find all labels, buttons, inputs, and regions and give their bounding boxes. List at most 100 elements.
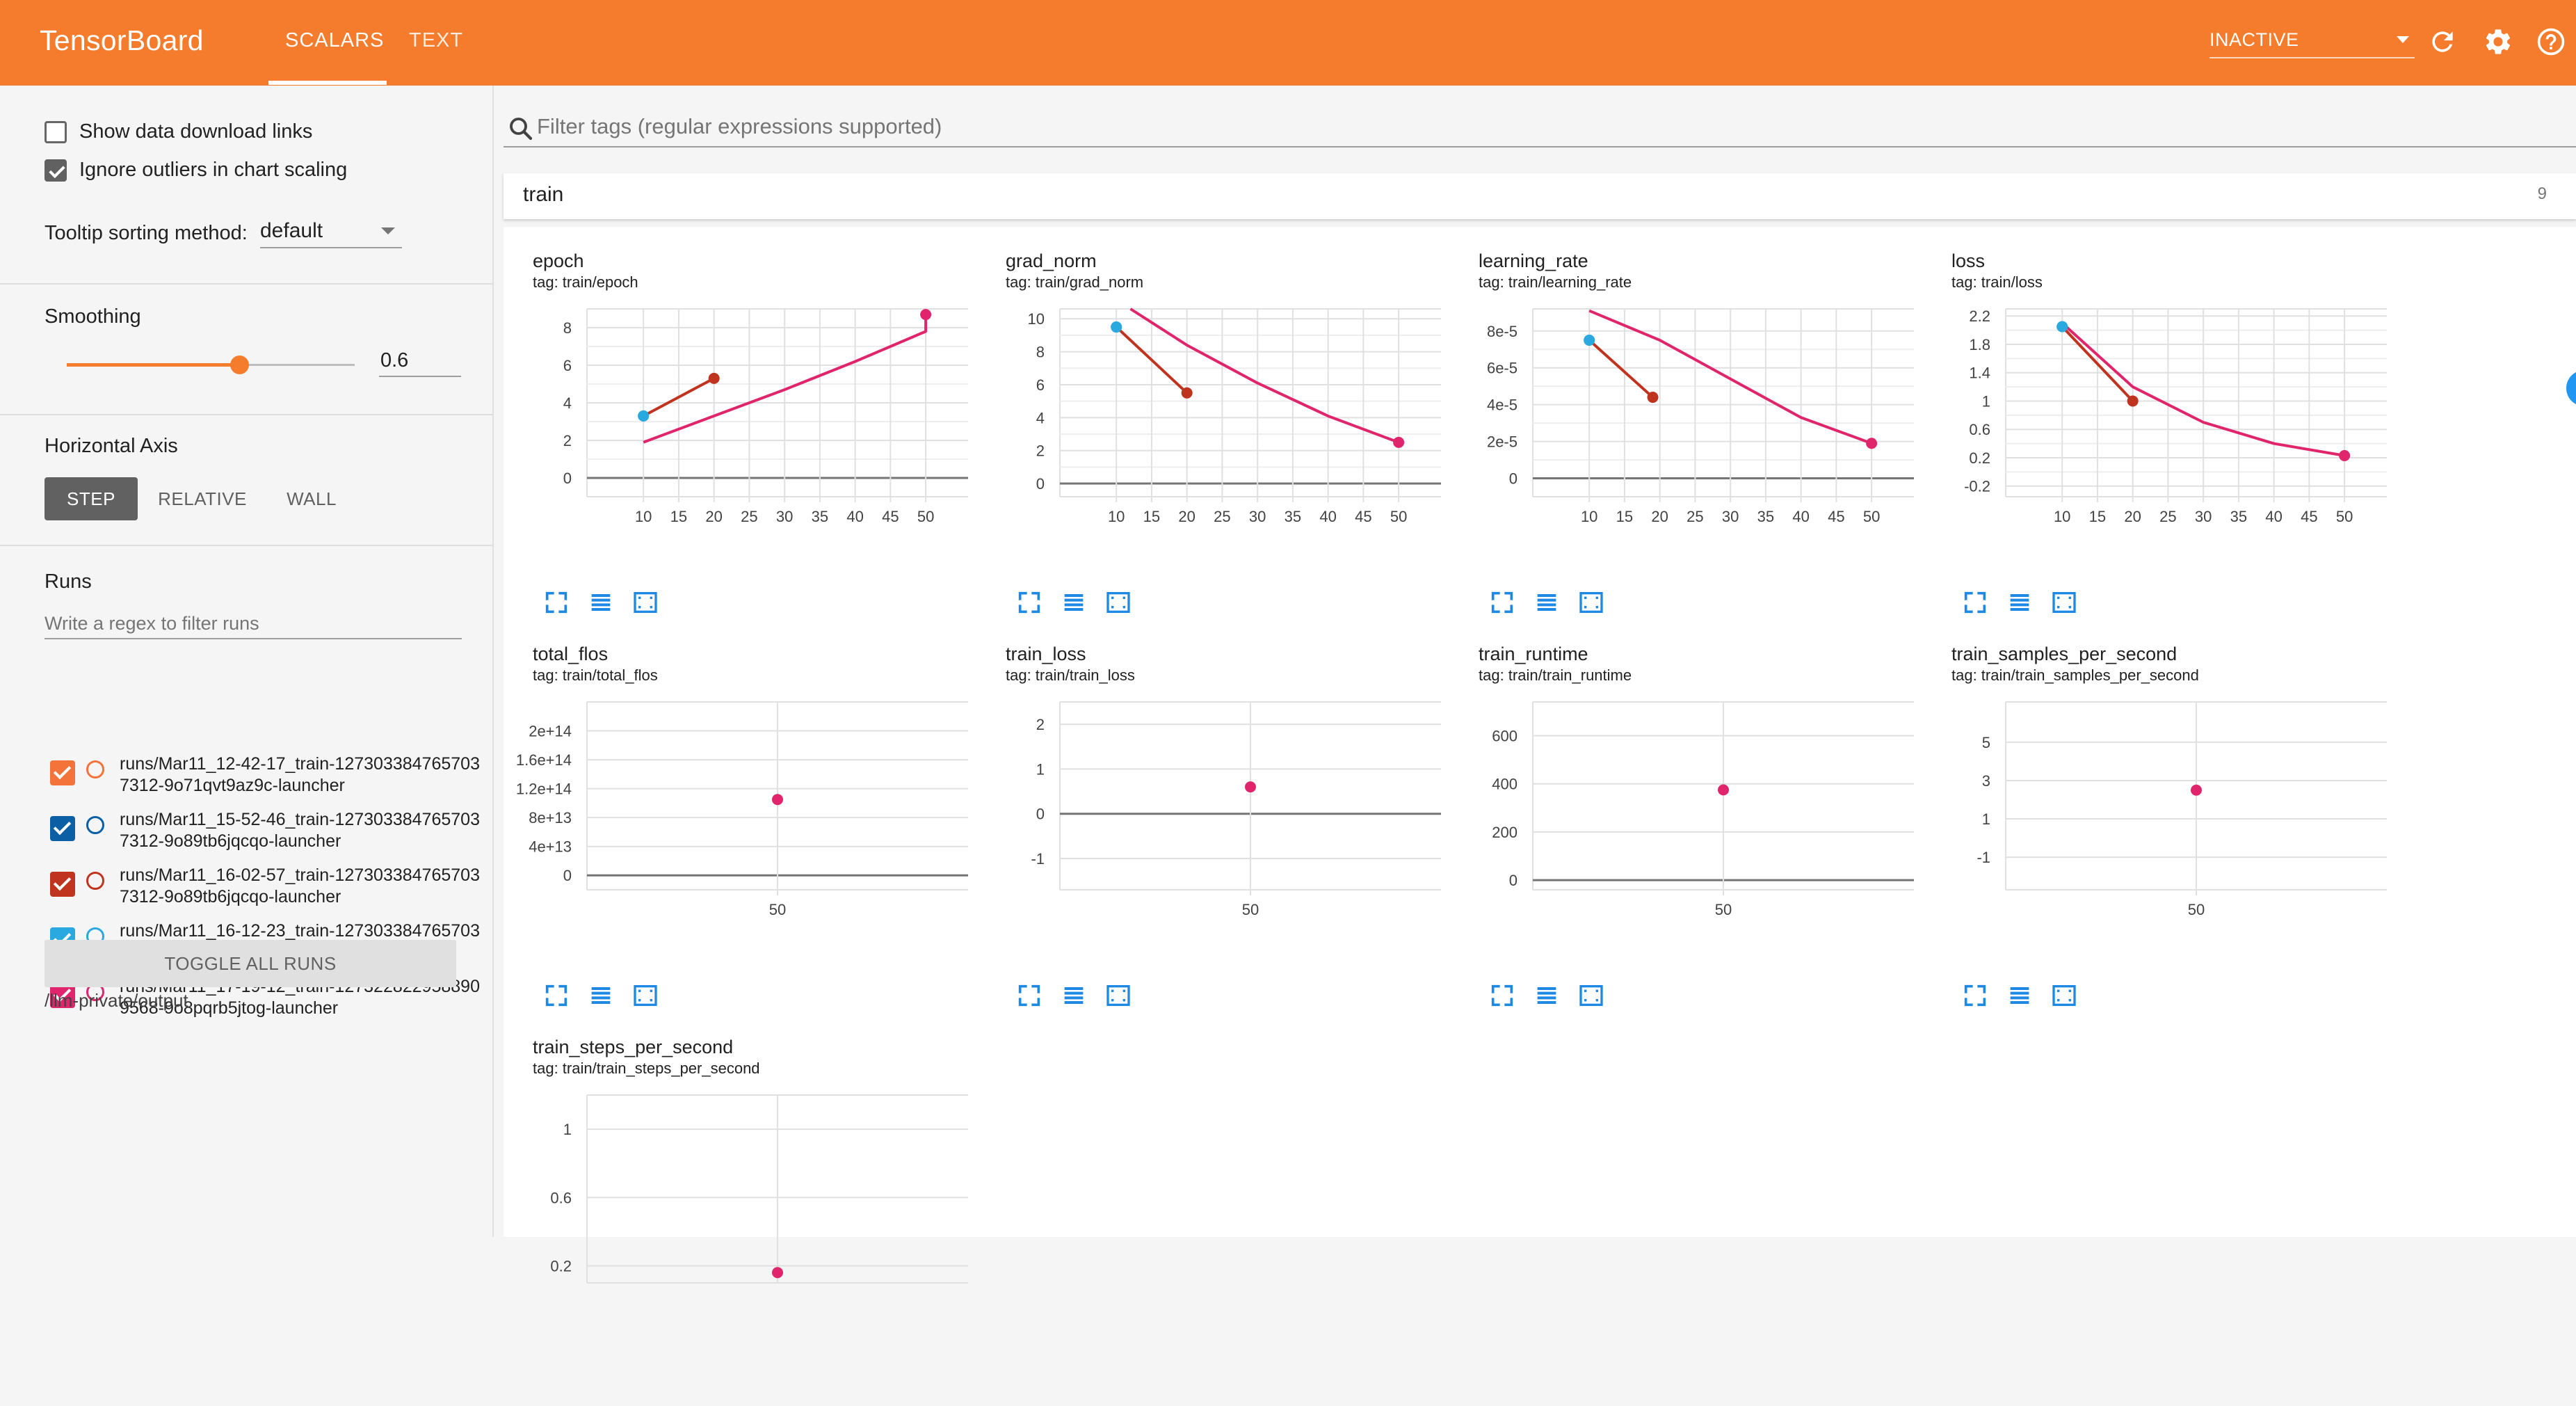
chart-title: grad_norm	[1006, 250, 1097, 271]
help-icon[interactable]	[2536, 26, 2566, 57]
reload-icon[interactable]	[2427, 26, 2458, 57]
series-line	[643, 377, 715, 417]
tooltip-sorting-value: default	[260, 219, 323, 242]
chart-plot[interactable]: 0 2 4 6 8 10 15 20 25 30 35 40 45 50	[504, 295, 969, 532]
list-icon[interactable]	[1533, 982, 1561, 1009]
tab-text[interactable]: TEXT	[409, 29, 464, 51]
gear-icon[interactable]	[2483, 26, 2513, 57]
chart-card: train_samples_per_second tag: train/train…	[1922, 620, 2395, 1013]
chart-title: train_runtime	[1479, 644, 1588, 664]
fullscreen-icon[interactable]	[1961, 982, 1989, 1009]
run-color-swatch[interactable]	[86, 760, 104, 778]
side-expand-handle[interactable]	[2566, 370, 2576, 406]
x-tick-label: 15	[2089, 508, 2106, 525]
x-tick-label: 25	[1687, 508, 1703, 525]
chart-card: epoch tag: train/epoch 0 2 4 6 8 10 15 20 25 30 35 40…	[504, 227, 976, 620]
chart-plot[interactable]: 0 200 400 600 50	[1449, 688, 1915, 925]
fit-domain-icon[interactable]	[1577, 589, 1605, 616]
y-tick-label: 2e+14	[529, 723, 572, 740]
fit-domain-icon[interactable]	[631, 982, 659, 1009]
chart-tag: tag: train/train_steps_per_second	[533, 1060, 760, 1077]
runs-filter-input[interactable]: Write a regex to filter runs	[45, 606, 462, 639]
run-item[interactable]: runs/Mar11_16-02-57_train-12730338476570…	[45, 865, 480, 920]
fullscreen-icon[interactable]	[1961, 589, 1989, 616]
x-tick-label: 15	[1143, 508, 1160, 525]
fit-domain-icon[interactable]	[1577, 982, 1605, 1009]
run-checkbox[interactable]	[50, 983, 75, 1008]
y-tick-label: 1.2e+14	[516, 781, 572, 798]
list-icon[interactable]	[1533, 589, 1561, 616]
chart-plot[interactable]: 0 2 4 6 8 10 10 15 20 25 30 35 40 45 50	[976, 295, 1442, 532]
tab-scalars[interactable]: SCALARS	[285, 29, 385, 51]
y-tick-label: 0.2	[550, 1257, 572, 1275]
fullscreen-icon[interactable]	[1015, 589, 1043, 616]
runs-filter-placeholder: Write a regex to filter runs	[45, 613, 259, 634]
chart-tag: tag: train/learning_rate	[1479, 273, 1632, 291]
run-color-swatch[interactable]	[86, 816, 104, 834]
chart-plot[interactable]: 0.2 0.6 1	[504, 1081, 969, 1304]
x-tick-label: 15	[1616, 508, 1633, 525]
tag-filter-field[interactable]	[504, 110, 2576, 147]
x-tick-label: 50	[1390, 508, 1407, 525]
tag-group-header[interactable]: train 9	[504, 173, 2576, 219]
fit-domain-icon[interactable]	[2050, 982, 2078, 1009]
run-item[interactable]: runs/Mar11_12-42-17_train-12730338476570…	[45, 753, 480, 809]
tooltip-sorting-dropdown[interactable]: default	[260, 215, 402, 248]
run-color-swatch[interactable]	[86, 872, 104, 890]
run-checkbox[interactable]	[50, 872, 75, 897]
chart-card: learning_rate tag: train/learning_rate 0 2e…	[1449, 227, 1922, 620]
smoothing-slider-thumb[interactable]	[230, 356, 250, 374]
chart-plot[interactable]: 0 2e-5 4e-5 6e-5 8e-5 10 15 20 25 30 35 40 45 50	[1449, 295, 1915, 532]
y-tick-label: 1	[1982, 810, 1990, 828]
x-tick-label: 50	[1715, 901, 1732, 918]
fullscreen-icon[interactable]	[542, 589, 570, 616]
app-brand: TensorBoard	[40, 24, 204, 56]
list-icon[interactable]	[1060, 982, 1088, 1009]
x-tick-label: 45	[2301, 508, 2317, 525]
show-download-links-checkbox[interactable]	[45, 121, 67, 143]
axis-wall-button[interactable]: WALL	[287, 488, 337, 509]
fullscreen-icon[interactable]	[1488, 589, 1516, 616]
toggle-all-runs-button[interactable]: TOGGLE ALL RUNS	[45, 940, 456, 987]
y-tick-label: 6e-5	[1487, 360, 1518, 377]
y-tick-label: 6	[563, 357, 572, 374]
y-tick-label: -1	[1977, 849, 1990, 866]
data-point	[920, 309, 932, 321]
axis-step-button[interactable]: STEP	[45, 477, 138, 520]
chart-tag: tag: train/loss	[1951, 273, 2043, 291]
chart-card: grad_norm tag: train/grad_norm 0 2 4 6 8 10 10 15…	[976, 227, 1449, 620]
run-item[interactable]: runs/Mar11_15-52-46_train-12730338476570…	[45, 809, 480, 865]
y-tick-label: 5	[1982, 734, 1990, 751]
data-point	[2339, 449, 2351, 461]
data-point	[708, 372, 720, 384]
plugin-selector-dropdown[interactable]: INACTIVE	[2209, 26, 2415, 58]
ignore-outliers-checkbox[interactable]	[45, 159, 67, 182]
y-tick-label: 0	[1036, 475, 1045, 493]
chart-tag: tag: train/grad_norm	[1006, 273, 1144, 291]
fit-domain-icon[interactable]	[1104, 982, 1132, 1009]
list-icon[interactable]	[587, 982, 615, 1009]
fit-domain-icon[interactable]	[631, 589, 659, 616]
run-checkbox[interactable]	[50, 760, 75, 785]
fit-domain-icon[interactable]	[1104, 589, 1132, 616]
fullscreen-icon[interactable]	[1015, 982, 1043, 1009]
fullscreen-icon[interactable]	[542, 982, 570, 1009]
smoothing-input[interactable]: 0.6	[379, 345, 461, 377]
chart-plot[interactable]: -0.2 0.2 0.6 1 1.4 1.8 2.2 10 15 20 25 30 35 40 45 50	[1922, 295, 2388, 532]
x-tick-label: 25	[1214, 508, 1230, 525]
chart-tag: tag: train/epoch	[533, 273, 638, 291]
list-icon[interactable]	[2006, 982, 2034, 1009]
chart-plot[interactable]: 0 4e+13 8e+13 1.2e+14 1.6e+14 2e+14 50	[504, 688, 969, 925]
chart-plot[interactable]: -1 0 1 2 50	[976, 688, 1442, 925]
run-checkbox[interactable]	[50, 816, 75, 841]
list-icon[interactable]	[587, 589, 615, 616]
list-icon[interactable]	[1060, 589, 1088, 616]
axis-relative-button[interactable]: RELATIVE	[158, 488, 247, 509]
list-icon[interactable]	[2006, 589, 2034, 616]
x-tick-label: 35	[812, 508, 828, 525]
fit-domain-icon[interactable]	[2050, 589, 2078, 616]
run-name: runs/Mar11_16-02-57_train-12730338476570…	[120, 865, 480, 906]
chart-title: learning_rate	[1479, 250, 1588, 271]
chart-plot[interactable]: -1 1 3 5 50	[1922, 688, 2388, 925]
fullscreen-icon[interactable]	[1488, 982, 1516, 1009]
